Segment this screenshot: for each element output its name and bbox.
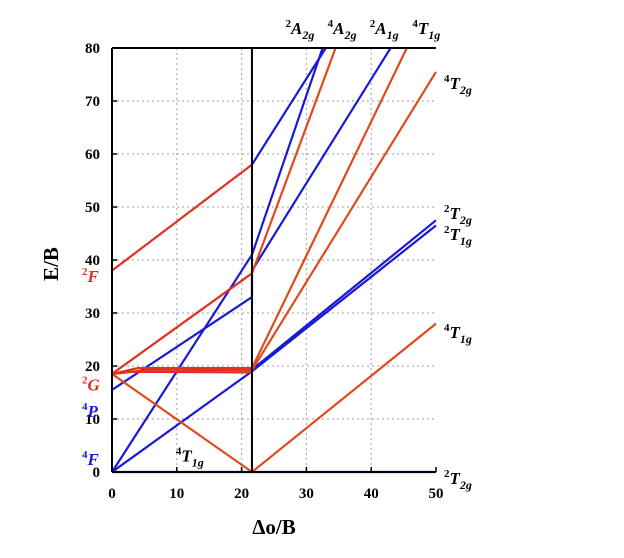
y-tick-label: 20 <box>85 359 100 375</box>
x-tick-label: 0 <box>108 486 116 502</box>
x-tick-label: 30 <box>299 486 314 502</box>
term-label-lbl-r-4T1g: 4T1g <box>444 322 472 346</box>
energy-curve-4 <box>251 219 437 371</box>
x-tick-label: 40 <box>364 486 379 502</box>
y-axis-label: E/B <box>39 247 63 281</box>
y-tick-label: 60 <box>85 147 100 163</box>
term-label-lbl-2F: 2F <box>82 266 100 286</box>
term-label-lbl-t-4A2g: 4A2g <box>328 18 357 42</box>
y-tick-label: 0 <box>93 465 101 481</box>
x-tick-label: 10 <box>169 486 184 502</box>
term-label-lbl-2G: 2G <box>82 375 101 395</box>
energy-curve-13 <box>251 71 437 371</box>
energy-curve-8 <box>111 272 253 375</box>
y-tick-label: 10 <box>85 412 100 428</box>
term-label-lbl-4P: 4P <box>82 401 99 421</box>
energy-curve-1 <box>111 224 437 473</box>
term-label-lbl-t-2A1g: 2A1g <box>370 18 399 42</box>
y-tick-label: 80 <box>85 41 100 57</box>
y-tick-label: 40 <box>85 253 100 269</box>
energy-curve-6 <box>251 47 392 272</box>
term-labels: 2F2G4P4F4T2g2T2g2T1g4T1g2T2g2A2g4A2g2A1g… <box>82 18 472 492</box>
term-label-lbl-r-2T2g-lo: 2T2g <box>444 468 472 492</box>
term-label-lbl-r-4T2g: 4T2g <box>444 73 472 97</box>
x-tick-label: 50 <box>429 486 444 502</box>
term-label-lbl-r-2T2g-hi: 2T2g <box>444 203 472 227</box>
term-label-lbl-t-2A2g: 2A2g <box>285 18 314 42</box>
term-label-lbl-r-2T1g: 2T1g <box>444 224 472 248</box>
term-label-lbl-in-4T1g: 4T1g <box>176 445 204 469</box>
grid <box>112 48 436 472</box>
axis-ticks: 0 10 20 30 40 50 0 10 20 30 40 50 60 70 80 <box>85 41 444 502</box>
energy-curve-5 <box>251 47 327 166</box>
y-tick-label: 30 <box>85 306 100 322</box>
y-tick-label: 50 <box>85 200 100 216</box>
energy-curve-7 <box>111 163 253 272</box>
energy-curve-14 <box>251 47 408 369</box>
y-tick-label: 70 <box>85 94 100 110</box>
term-label-lbl-t-4T1g: 4T1g <box>412 18 440 42</box>
term-label-lbl-4F: 4F <box>82 449 100 469</box>
x-axis-label: Δo/B <box>252 515 296 539</box>
x-tick-label: 20 <box>234 486 249 502</box>
energy-curve-15 <box>250 47 337 274</box>
energy-curve-11 <box>111 368 253 375</box>
